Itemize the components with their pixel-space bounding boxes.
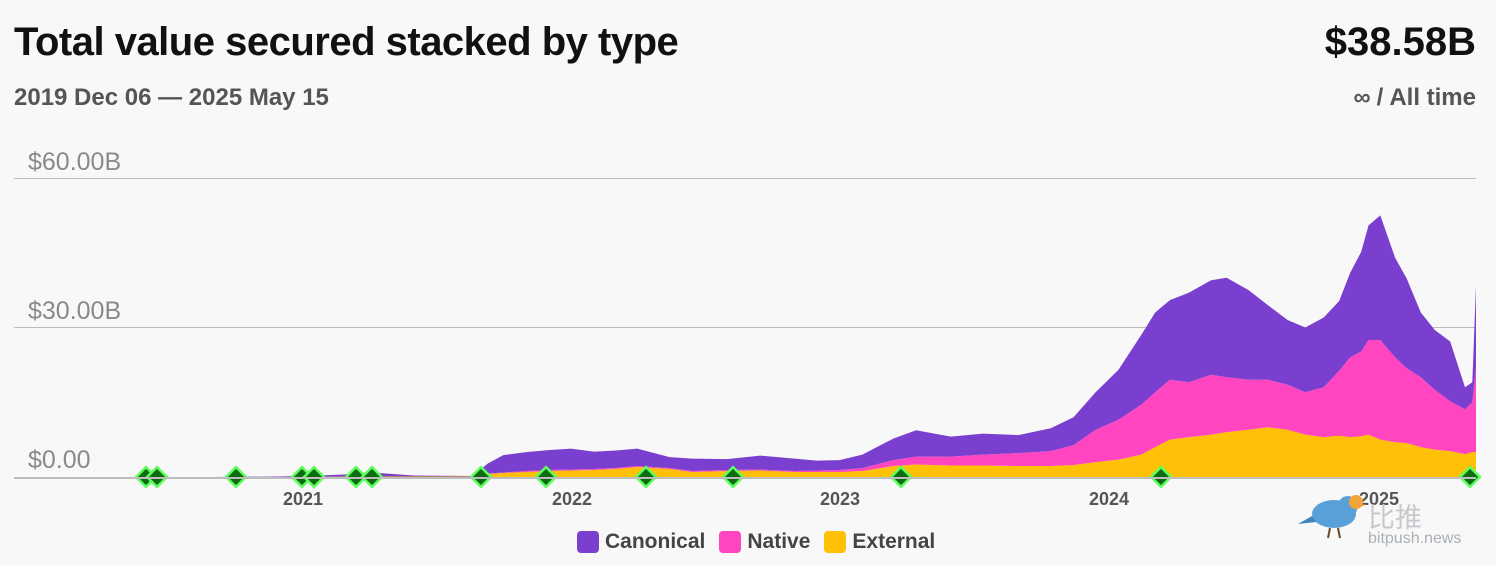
x-tick-label-2023: 2023: [819, 489, 861, 509]
x-tick-label-2024: 2024: [1088, 489, 1130, 509]
time-range-selector[interactable]: ∞ / All time: [1354, 84, 1476, 112]
gridline-30: [14, 327, 1476, 328]
watermark-site-cn: 比推: [1368, 503, 1422, 534]
gridline-60: [14, 178, 1476, 179]
legend-label-external: External: [852, 530, 936, 553]
legend-item-external[interactable]: External: [824, 530, 935, 554]
y-tick-label-30: $30.00B: [28, 297, 122, 325]
chart-legend: Canonical Native External: [577, 530, 935, 554]
legend-swatch-native: [719, 531, 742, 553]
legend-label-native: Native: [747, 530, 811, 553]
legend-swatch-canonical: [577, 531, 599, 553]
legend-item-native[interactable]: Native: [719, 530, 810, 554]
infinity-icon: ∞: [1353, 84, 1371, 111]
watermark-site-url: bitpush.news: [1368, 530, 1462, 547]
legend-label-canonical: Canonical: [605, 530, 706, 553]
area-series-native: [14, 340, 1476, 477]
area-series-canonical: [14, 215, 1476, 477]
time-range-label: All time: [1389, 84, 1476, 111]
y-tick-label-60: $60.00B: [28, 148, 122, 176]
y-tick-label-0: $0.00: [28, 446, 91, 474]
baseline-0: [14, 477, 1476, 479]
chart-title: Total value secured stacked by type: [14, 20, 679, 64]
legend-swatch-external: [824, 531, 847, 553]
bitpush-bird-icon: [1298, 495, 1366, 539]
total-value: $38.58B: [1324, 20, 1476, 64]
range-separator: /: [1376, 84, 1384, 111]
legend-item-canonical[interactable]: Canonical: [577, 530, 705, 554]
area-series-external: [14, 427, 1476, 477]
x-tick-label-2021: 2021: [282, 489, 324, 509]
date-range-subtitle: 2019 Dec 06 — 2025 May 15: [14, 84, 329, 111]
x-tick-label-2022: 2022: [551, 489, 593, 509]
x-tick-label-2025: 2025: [1358, 489, 1400, 509]
